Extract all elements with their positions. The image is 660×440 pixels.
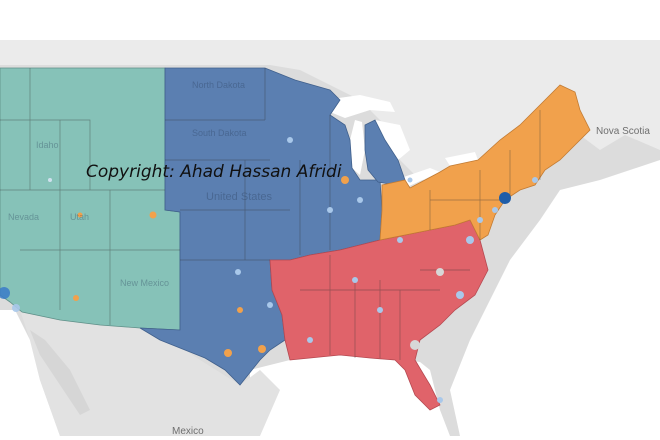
label-utah: Utah bbox=[70, 212, 90, 222]
pacific-ocean bbox=[0, 310, 60, 436]
baja bbox=[30, 330, 90, 415]
label-nova-scotia: Nova Scotia bbox=[596, 126, 650, 137]
label-nevada: Nevada bbox=[8, 212, 40, 222]
atlantic-ocean bbox=[450, 160, 660, 436]
lake-ontario bbox=[445, 152, 478, 166]
label-north-dakota: North Dakota bbox=[192, 80, 246, 90]
lake-michigan bbox=[350, 120, 365, 175]
label-idaho: Idaho bbox=[36, 140, 59, 150]
label-mexico: Mexico bbox=[172, 426, 204, 436]
label-south-dakota: South Dakota bbox=[192, 128, 247, 138]
lake-huron bbox=[375, 120, 410, 160]
data-points[interactable] bbox=[0, 137, 538, 403]
region-northeast[interactable] bbox=[379, 84, 591, 241]
us-region-map[interactable]: North Dakota South Dakota Idaho Nevada U… bbox=[0, 40, 660, 436]
state-borders bbox=[0, 68, 541, 360]
copyright-watermark: Copyright: Ahad Hassan Afridi bbox=[86, 162, 342, 182]
top-whitespace bbox=[0, 0, 660, 40]
map-canvas bbox=[0, 40, 660, 436]
label-new-mexico: New Mexico bbox=[120, 278, 170, 288]
gulf-of-mexico bbox=[250, 355, 450, 436]
region-west[interactable] bbox=[0, 67, 181, 331]
lake-superior bbox=[325, 95, 395, 118]
bottom-whitespace bbox=[0, 436, 660, 440]
label-united-states: United States bbox=[206, 191, 273, 203]
